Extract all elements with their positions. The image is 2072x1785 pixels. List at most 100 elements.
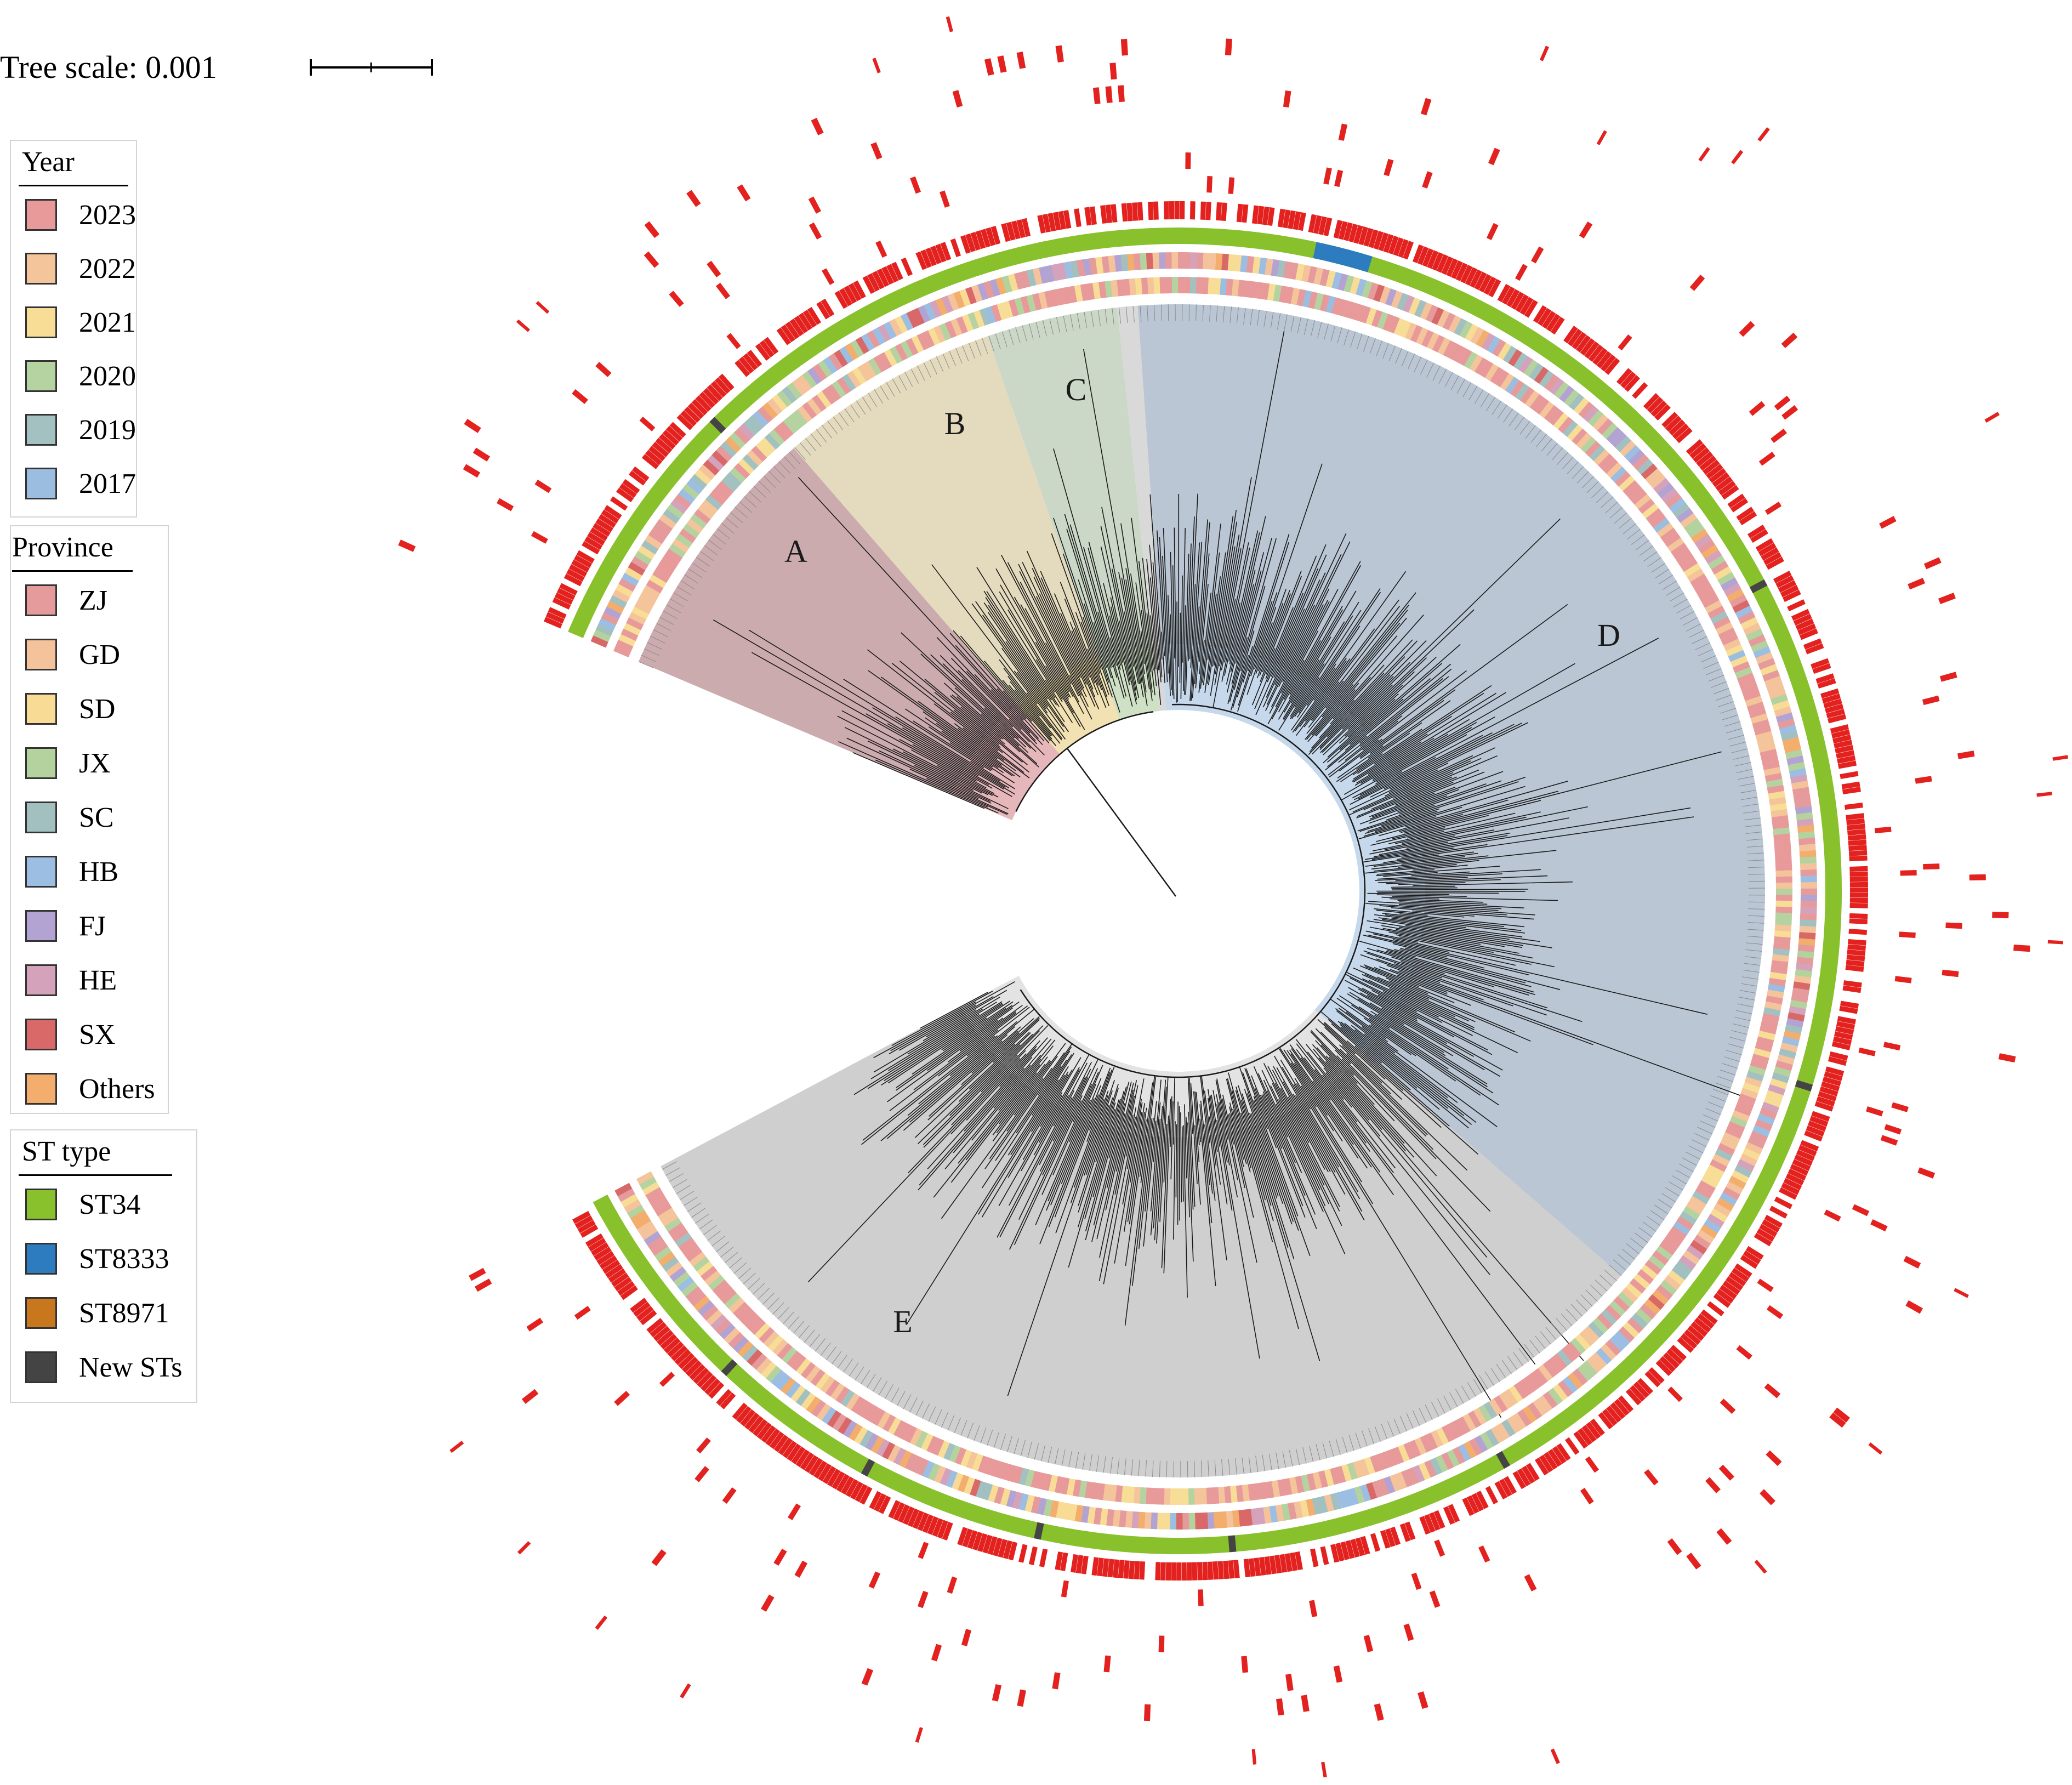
province-segment — [685, 1286, 702, 1302]
gene-mark — [648, 446, 666, 462]
gene-mark — [1081, 1555, 1089, 1574]
year-segment — [840, 1389, 855, 1407]
province-segment — [621, 1193, 639, 1208]
province-segment — [651, 1241, 668, 1256]
year-segment — [788, 413, 803, 430]
year-segment — [1534, 397, 1550, 415]
province-segment — [1265, 258, 1274, 276]
province-legend: Province ZJ GD SD JX SC HB FJ HE SX Othe… — [10, 525, 169, 1114]
year-segment — [1579, 1329, 1595, 1346]
year-segment — [730, 467, 746, 484]
province-segment — [1795, 969, 1812, 978]
gene-mark — [1567, 328, 1583, 346]
province-segment — [1750, 1130, 1768, 1144]
year-segment — [830, 1383, 845, 1400]
gene-mark — [1293, 211, 1301, 230]
province-segment — [1679, 1255, 1697, 1270]
gene-mark — [660, 1333, 678, 1350]
gene-mark — [1818, 1091, 1837, 1102]
gene-mark — [1128, 1560, 1135, 1579]
year-segment — [1392, 1446, 1404, 1464]
gene-mark — [1829, 1051, 1848, 1061]
gene-mark — [1840, 1000, 1859, 1009]
gene-mark — [1383, 234, 1394, 253]
year-segment — [1038, 292, 1048, 309]
gene-mark — [1785, 1173, 1805, 1186]
gene-mark — [1822, 1076, 1842, 1087]
gene-mark — [1848, 939, 1866, 946]
province-segment — [1700, 1224, 1718, 1239]
year-segment — [1687, 568, 1705, 582]
province-segment — [1753, 646, 1771, 658]
province-segment — [640, 1225, 658, 1241]
year-segment — [1032, 293, 1043, 311]
year-segment — [1302, 290, 1312, 308]
gene-mark — [556, 588, 576, 600]
province-segment — [1775, 712, 1794, 723]
gene-mark — [1835, 744, 1854, 754]
province-segment — [1631, 1312, 1648, 1329]
legend-swatch — [25, 1019, 57, 1050]
year-segment — [783, 417, 799, 434]
new-st-segment — [1749, 579, 1768, 593]
province-segment — [686, 479, 703, 494]
province-segment — [756, 1357, 772, 1374]
gene-mark — [1118, 85, 1125, 103]
gene-mark — [1848, 839, 1867, 846]
gene-mark — [1042, 213, 1051, 233]
gene-mark — [1155, 1562, 1161, 1581]
year-segment — [1001, 1463, 1012, 1481]
year-segment — [1300, 1474, 1311, 1492]
year-segment — [1145, 1487, 1153, 1504]
year-segment — [1710, 611, 1728, 624]
year-segment — [1159, 277, 1166, 294]
province-segment — [1779, 724, 1797, 735]
year-segment — [836, 377, 851, 395]
province-segment — [1163, 1513, 1170, 1530]
year-segment — [1324, 1469, 1334, 1487]
gene-mark — [1849, 903, 1868, 908]
year-segment — [1572, 428, 1587, 445]
legend-swatch — [25, 253, 57, 285]
province-segment — [1798, 938, 1815, 946]
gene-mark — [822, 1466, 836, 1485]
year-segment — [1409, 1440, 1421, 1458]
gene-mark — [809, 1458, 823, 1476]
gene-mark — [984, 58, 994, 76]
gene-mark — [1017, 1689, 1026, 1707]
year-segment — [1775, 918, 1792, 926]
year-segment — [985, 306, 997, 324]
gene-mark — [1061, 1580, 1069, 1598]
province-segment — [628, 561, 646, 576]
gene-mark — [1368, 229, 1379, 248]
gene-mark — [1766, 1305, 1784, 1320]
province-segment — [1795, 963, 1813, 971]
gene-mark — [982, 1534, 993, 1554]
gene-mark — [1074, 208, 1081, 228]
year-segment — [1644, 1259, 1662, 1275]
gene-mark — [1938, 593, 1956, 605]
year-segment — [1273, 285, 1282, 302]
year-segment — [1717, 1143, 1735, 1156]
province-segment — [1683, 518, 1701, 533]
province-segment — [983, 281, 995, 299]
year-segment — [1165, 277, 1172, 294]
year-segment — [1012, 1466, 1023, 1484]
gene-mark — [1384, 158, 1394, 177]
gene-mark — [1846, 813, 1864, 820]
gene-mark — [1900, 869, 1917, 876]
year-segment — [1464, 351, 1478, 369]
legend-label: 2022 — [79, 253, 136, 285]
province-segment — [1780, 1042, 1798, 1053]
gene-mark — [1849, 855, 1868, 862]
year-segment — [1493, 1395, 1508, 1413]
province-segment — [658, 1251, 675, 1266]
province-segment — [828, 353, 843, 371]
gene-mark — [1058, 211, 1066, 230]
gene-mark — [631, 466, 650, 482]
year-segment — [1499, 1392, 1513, 1409]
province-segment — [1766, 681, 1784, 693]
year-segment — [1437, 337, 1450, 355]
gene-mark — [1945, 922, 1962, 929]
province-segment — [818, 360, 833, 378]
